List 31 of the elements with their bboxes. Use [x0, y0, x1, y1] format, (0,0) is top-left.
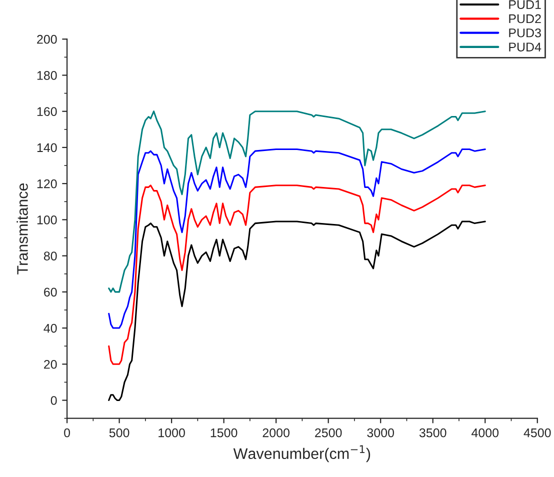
y-tick-label: 180 — [37, 71, 57, 80]
x-tick-label: 2000 — [262, 428, 290, 438]
y-tick-label: 140 — [37, 143, 57, 152]
y-tick-label: 100 — [37, 215, 57, 224]
y-axis-title: Transmitance — [16, 183, 28, 274]
line-series — [108, 220, 486, 402]
y-tick-label: 120 — [37, 179, 57, 188]
x-tick-label: 3000 — [367, 428, 394, 438]
x-tick-label: 3500 — [419, 428, 446, 438]
x-axis-title: Wavenumber(cm$^{−1}$) — [233, 445, 370, 462]
y-tick-label: 160 — [37, 107, 57, 116]
y-tick-label: 80 — [44, 252, 57, 260]
x-tick-label: 0 — [64, 428, 70, 438]
x-tick-label: 1000 — [158, 428, 185, 438]
x-tick-label: 1500 — [210, 428, 238, 438]
legend-label: PUD4 — [509, 42, 542, 52]
line-series — [108, 184, 486, 365]
y-tick-label: 200 — [37, 34, 57, 44]
legend-label: PUD1 — [509, 0, 541, 9]
legend-label: PUD3 — [509, 28, 541, 38]
y-tick-label: 0 — [50, 396, 57, 405]
legend-label: PUD2 — [509, 14, 541, 24]
y-tick-label: 20 — [44, 360, 57, 369]
x-tick-label: 500 — [109, 428, 130, 438]
y-tick-label: 60 — [44, 288, 57, 297]
y-tick-label: 40 — [44, 324, 57, 333]
line-series — [108, 148, 486, 329]
x-tick-label: 4500 — [524, 428, 551, 438]
x-tick-label: 2500 — [315, 428, 342, 438]
line-series — [108, 110, 486, 293]
x-tick-label: 4000 — [472, 428, 499, 438]
